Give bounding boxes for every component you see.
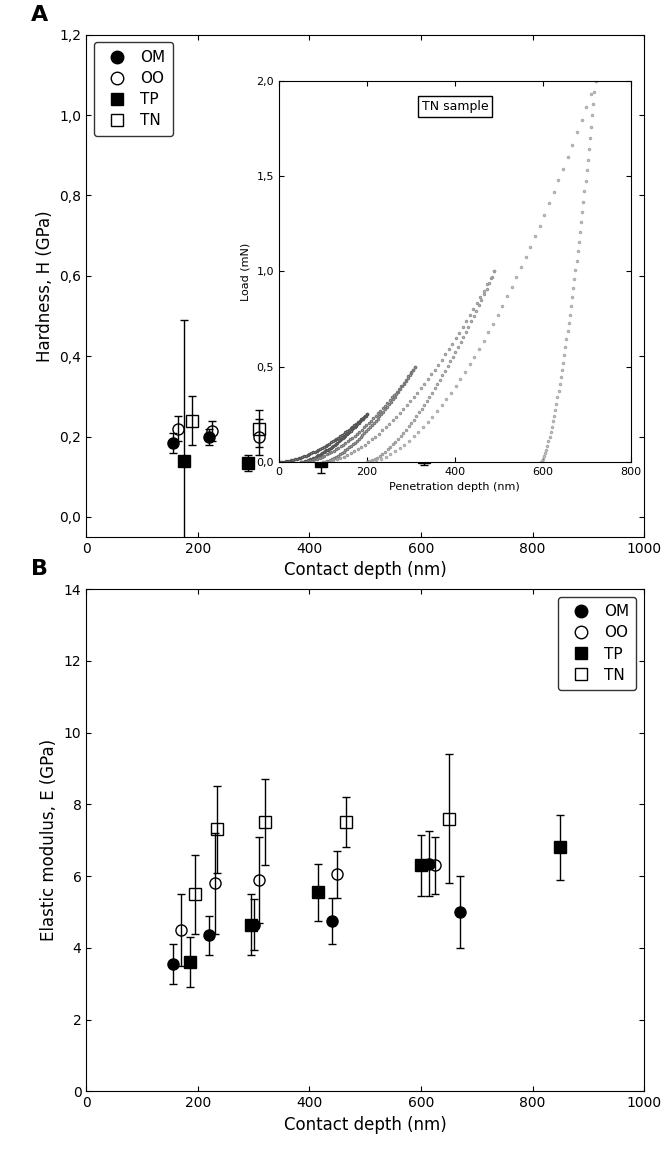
X-axis label: Contact depth (nm): Contact depth (nm) [284, 1116, 447, 1134]
Y-axis label: Load (mN): Load (mN) [241, 243, 251, 300]
Legend: OM, OO, TP, TN: OM, OO, TP, TN [558, 597, 636, 691]
Legend: OM, OO, TP, TN: OM, OO, TP, TN [94, 43, 173, 136]
X-axis label: Penetration depth (nm): Penetration depth (nm) [390, 483, 520, 492]
Text: A: A [31, 5, 48, 24]
Text: TN sample: TN sample [422, 100, 488, 113]
Text: B: B [31, 559, 48, 579]
X-axis label: Contact depth (nm): Contact depth (nm) [284, 561, 447, 580]
Y-axis label: Elastic modulus, E (GPa): Elastic modulus, E (GPa) [41, 739, 58, 941]
Y-axis label: Hardness, H (GPa): Hardness, H (GPa) [36, 210, 54, 362]
